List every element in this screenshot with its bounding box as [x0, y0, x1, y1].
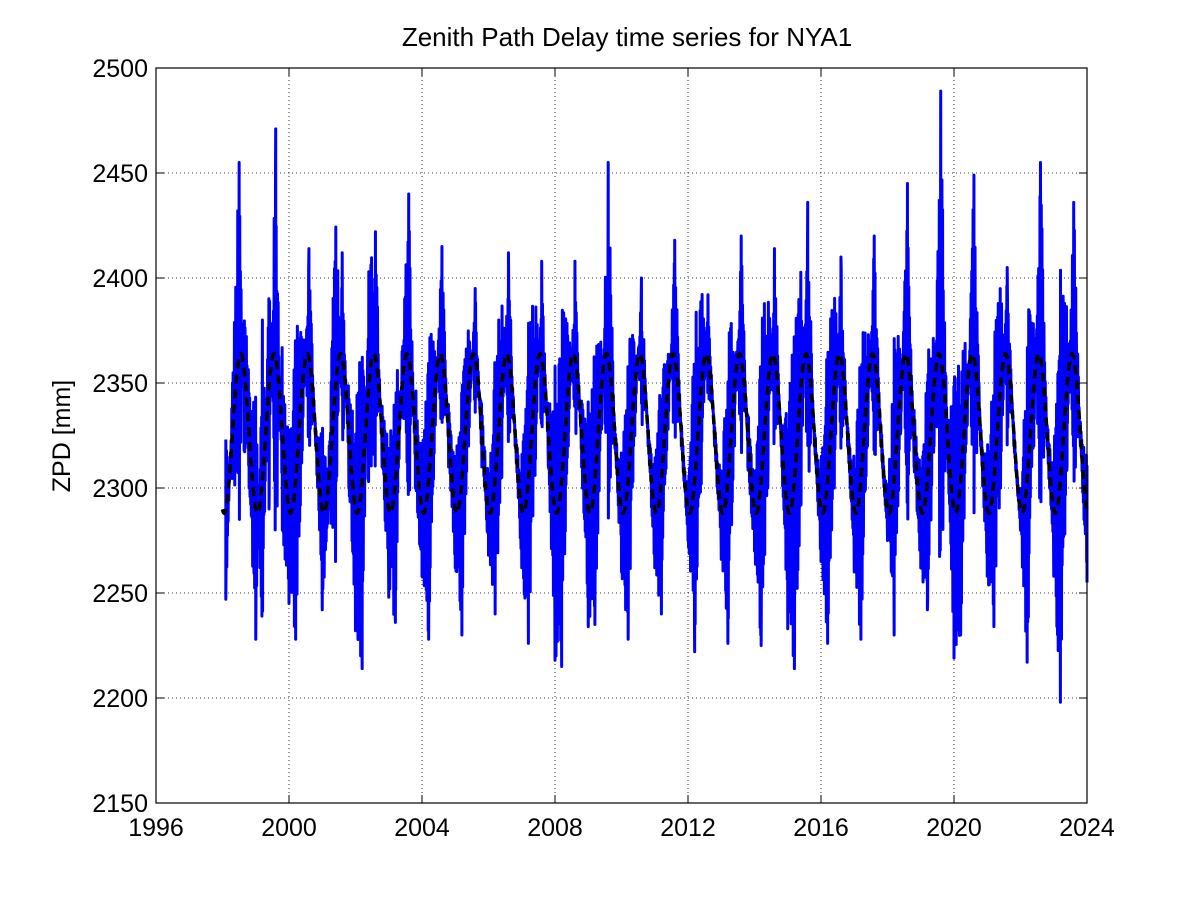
y-tick-label: 2200	[92, 685, 148, 713]
series-model-dashed	[220, 351, 1089, 516]
plot-area-frame	[155, 67, 1088, 804]
series-line-model	[220, 351, 1089, 516]
x-tick-label: 2000	[261, 814, 317, 842]
y-tick-label: 2450	[92, 160, 148, 188]
x-tick-label: 2008	[527, 814, 583, 842]
x-tick-label: 2024	[1059, 814, 1115, 842]
x-tick-label: 1996	[128, 814, 184, 842]
y-tick-label: 2250	[92, 580, 148, 608]
grid-lines	[156, 68, 1087, 803]
x-tick-label: 2020	[926, 814, 982, 842]
axis-ticks: 1996 2000 2004 2008 2012 2016 2020 2024 2150 2200…	[92, 55, 1115, 842]
y-axis-label: ZPD [mm]	[48, 380, 76, 493]
series-line-zpd	[224, 89, 1089, 704]
x-tick-label: 2004	[394, 814, 450, 842]
y-tick-label: 2300	[92, 475, 148, 503]
y-tick-label: 2400	[92, 265, 148, 293]
y-tick-label: 2350	[92, 370, 148, 398]
chart-title: Zenith Path Delay time series for NYA1	[402, 22, 852, 52]
x-tick-label: 2012	[660, 814, 716, 842]
y-tick-label: 2150	[92, 790, 148, 818]
x-tick-label: 2016	[793, 814, 849, 842]
y-tick-label: 2500	[92, 55, 148, 83]
series-blue-zpd	[224, 89, 1089, 704]
